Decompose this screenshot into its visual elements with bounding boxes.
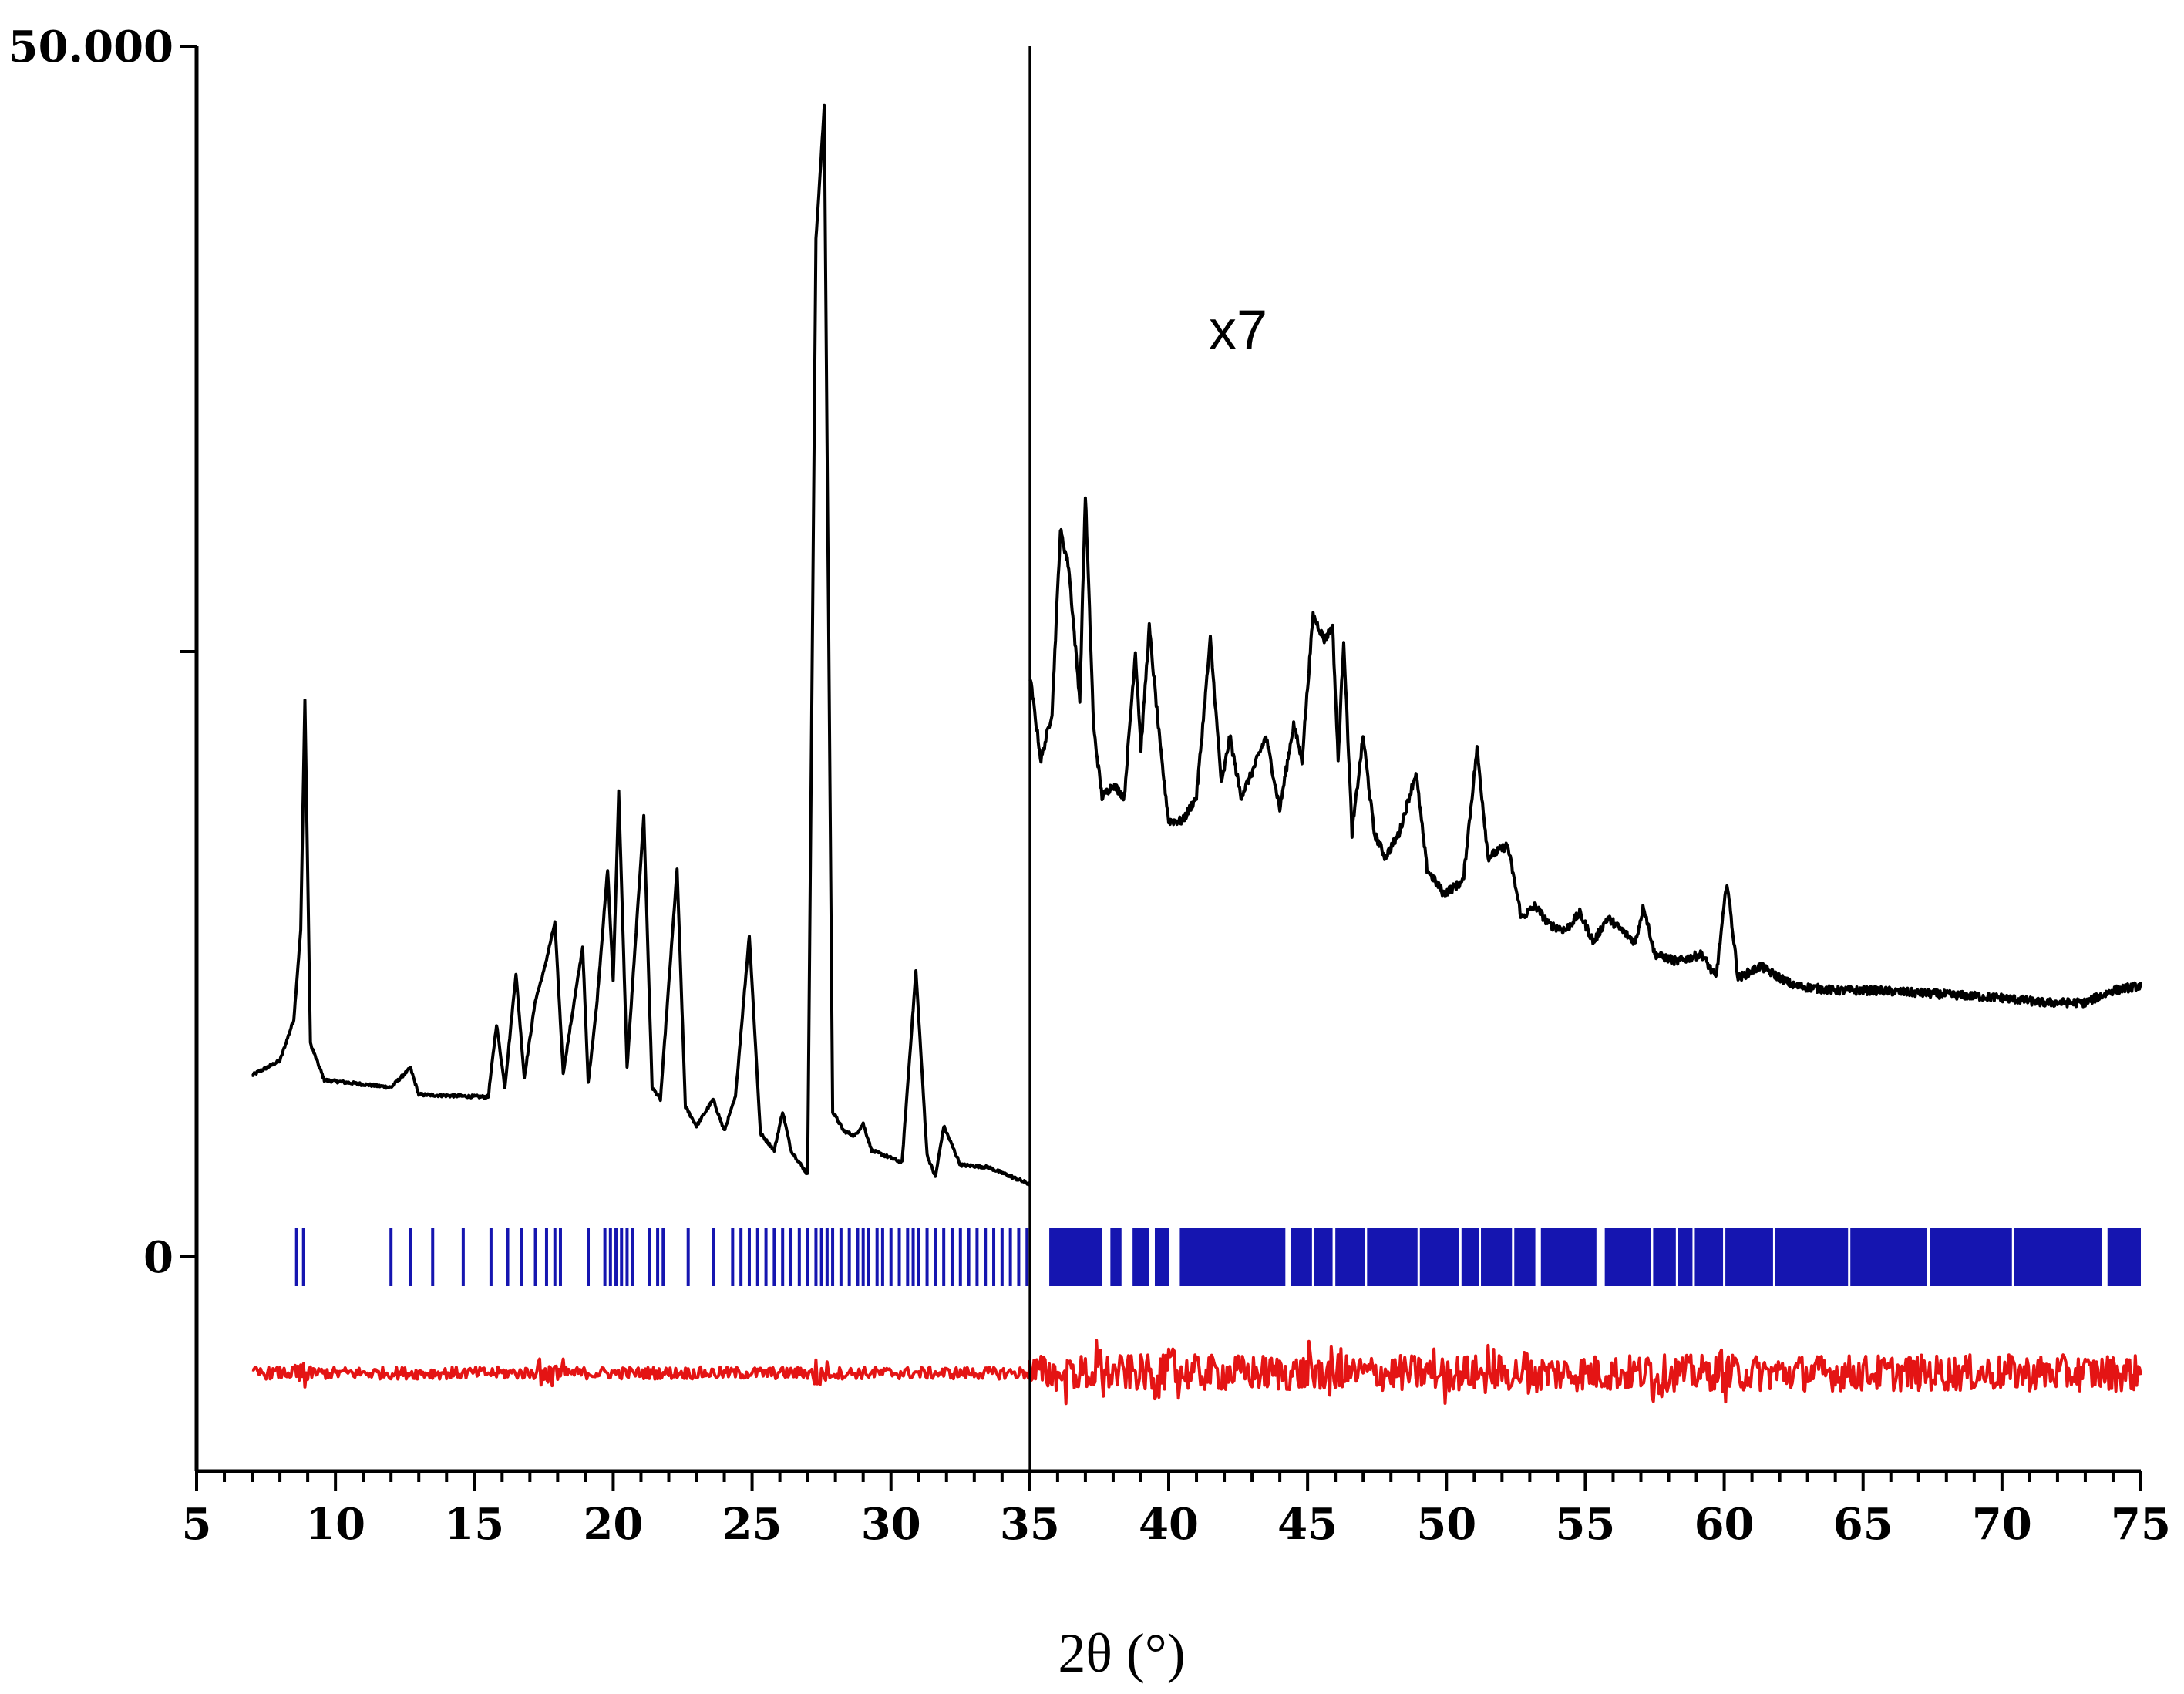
x-tick-label: 25 bbox=[722, 1499, 782, 1550]
x-axis-ticks: 5 10 15 20 25 30 35 40 45 50 55 60 65 70 75 bbox=[182, 1471, 2171, 1550]
x-tick-label: 40 bbox=[1139, 1499, 1199, 1550]
reflection-block bbox=[1540, 1228, 1597, 1286]
x-tick-label: 20 bbox=[583, 1499, 643, 1550]
x-tick-label: 65 bbox=[1833, 1499, 1893, 1550]
x-axis-label: 2θ (°) bbox=[1058, 1622, 1185, 1684]
observed-series bbox=[251, 103, 2142, 1187]
y-axis-ticks: 0 50.000 bbox=[8, 22, 197, 1283]
observed-line-1 bbox=[251, 103, 1031, 1187]
reflection-block bbox=[1110, 1228, 1122, 1286]
reflection-block bbox=[2107, 1228, 2141, 1286]
x-tick-label: 5 bbox=[182, 1499, 212, 1550]
x-tick-label: 45 bbox=[1277, 1499, 1338, 1550]
reflection-block bbox=[1930, 1228, 2102, 1286]
reflection-block bbox=[1291, 1228, 1333, 1286]
x-tick-label: 50 bbox=[1416, 1499, 1476, 1550]
x-tick-label: 15 bbox=[444, 1499, 504, 1550]
observed-line-2 bbox=[1028, 496, 2142, 1009]
difference-line bbox=[251, 1339, 2142, 1406]
reflection-block bbox=[1604, 1228, 1927, 1286]
scale-annotation: x7 bbox=[1209, 300, 1267, 362]
x-tick-label: 35 bbox=[1000, 1499, 1060, 1550]
x-tick-label: 30 bbox=[861, 1499, 921, 1550]
x-tick-label: 10 bbox=[305, 1499, 365, 1550]
difference-series bbox=[251, 1339, 2142, 1406]
reflection-block bbox=[1335, 1228, 1536, 1286]
y-tick-label: 50.000 bbox=[8, 22, 173, 72]
reflection-block bbox=[1179, 1228, 1286, 1286]
reflection-block bbox=[1132, 1228, 1149, 1286]
x-tick-label: 60 bbox=[1694, 1499, 1755, 1550]
reflection-block bbox=[1049, 1228, 1102, 1286]
x-tick-label: 75 bbox=[2111, 1499, 2171, 1550]
x-tick-label: 70 bbox=[1972, 1499, 2032, 1550]
reflection-block bbox=[1154, 1228, 1169, 1286]
reflection-markers bbox=[294, 1228, 2141, 1286]
y-tick-label: 0 bbox=[143, 1232, 173, 1283]
x-tick-label: 55 bbox=[1555, 1499, 1615, 1550]
